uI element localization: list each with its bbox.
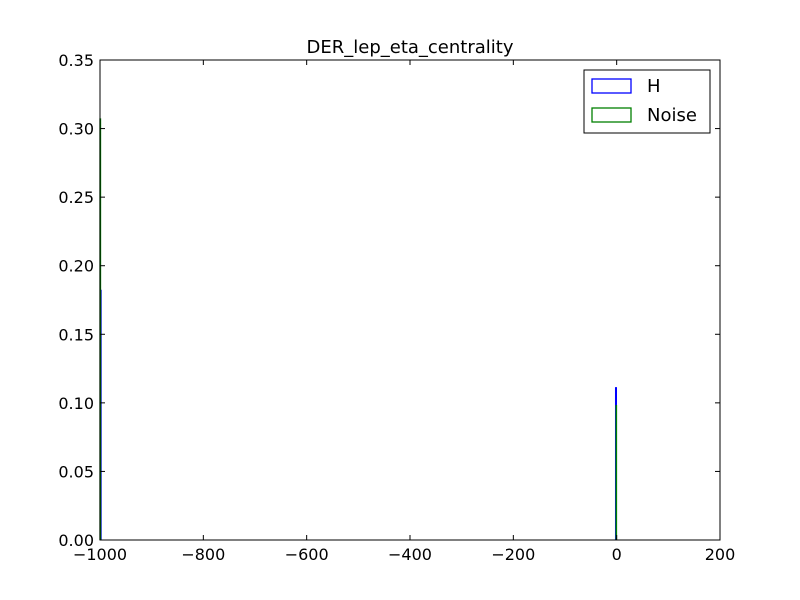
y-tick-label: 0.35 bbox=[58, 51, 94, 70]
x-tick-label: 0 bbox=[612, 545, 622, 564]
series-h bbox=[99, 289, 618, 541]
y-tick-label: 0.00 bbox=[58, 531, 94, 550]
chart-title: DER_lep_eta_centrality bbox=[307, 37, 514, 58]
x-tick-label: −1000 bbox=[73, 545, 127, 564]
legend-entries: H Noise bbox=[591, 76, 697, 126]
legend-swatch bbox=[591, 78, 632, 94]
x-tick-label: −800 bbox=[181, 545, 225, 564]
y-tick-label: 0.05 bbox=[58, 462, 94, 481]
y-tick-label: 0.25 bbox=[58, 188, 94, 207]
legend-swatch bbox=[591, 107, 632, 123]
y-tick-label: 0.10 bbox=[58, 394, 94, 413]
legend-label: H bbox=[647, 76, 661, 97]
x-tick-label: −600 bbox=[285, 545, 329, 564]
series-noise bbox=[99, 118, 618, 541]
y-tick-label: 0.15 bbox=[58, 325, 94, 344]
x-tick-label: 200 bbox=[705, 545, 736, 564]
legend: H Noise bbox=[583, 69, 711, 134]
series-layer bbox=[99, 118, 618, 541]
y-tick-label: 0.30 bbox=[58, 120, 94, 139]
axis-layer: −1000 −800 −600 −400 −200 0 200 0.00 0.05 0.10 0.1… bbox=[58, 51, 735, 564]
x-tick-label: −200 bbox=[491, 545, 535, 564]
x-tick-label: −400 bbox=[388, 545, 432, 564]
y-tick-label: 0.20 bbox=[58, 257, 94, 276]
legend-label: Noise bbox=[647, 105, 697, 126]
